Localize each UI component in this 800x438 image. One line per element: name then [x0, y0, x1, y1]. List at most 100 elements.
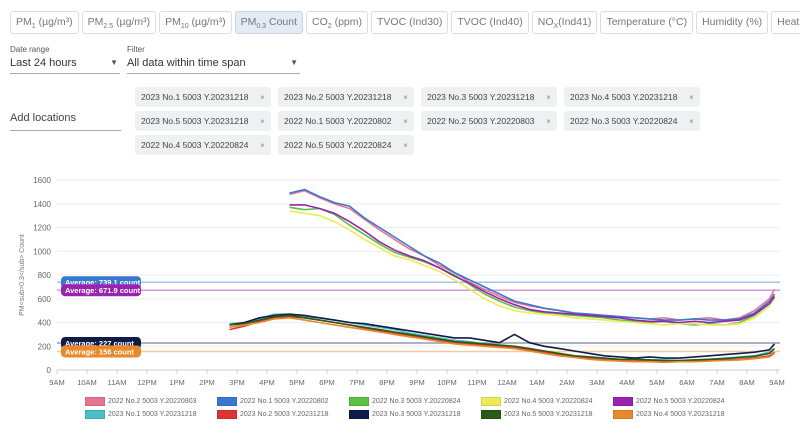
x-tick-label: 2PM — [199, 378, 214, 387]
location-chip: 2022 No.3 5003 Y.20220824 × — [564, 111, 700, 131]
legend-swatch — [349, 410, 369, 419]
y-axis-label: PM<sub>0.3</sub> Count — [19, 234, 26, 316]
location-chip: 2022 No.5 5003 Y.20220824 × — [278, 135, 414, 155]
legend-swatch — [217, 397, 237, 406]
series-line — [229, 317, 775, 364]
tab-label: PM — [165, 16, 181, 28]
location-chips: 2023 No.1 5003 Y.20231218 × 2023 No.2 5003… — [135, 87, 715, 155]
x-tick-label: 7AM — [709, 378, 724, 387]
legend-swatch — [349, 397, 369, 406]
close-icon[interactable]: × — [403, 116, 408, 126]
close-icon[interactable]: × — [260, 116, 265, 126]
location-chip: 2023 No.3 5003 Y.20231218 × — [421, 87, 557, 107]
legend-item[interactable]: 2023 No.3 5003 Y.20231218 — [349, 410, 479, 419]
legend-label: 2023 No.2 5003 Y.20231218 — [240, 411, 329, 418]
tab-0[interactable]: PM1 (µg/m³) — [10, 11, 79, 34]
tab-8[interactable]: Temperature (°C) — [600, 11, 694, 34]
tab-2[interactable]: PM10 (µg/m³) — [159, 11, 232, 34]
series-line — [289, 210, 776, 326]
filter-value: All data within time span — [127, 57, 246, 69]
chart-legend: 2022 No.2 5003 Y.20220803 2022 No.1 5003 … — [85, 397, 743, 419]
average-label: Average: 671.9 count — [65, 286, 141, 295]
y-tick-label: 800 — [38, 271, 52, 280]
x-tick-label: 6AM — [679, 378, 694, 387]
tab-label: Humidity (%) — [702, 16, 763, 28]
chip-label: 2023 No.5 5003 Y.20231218 — [141, 116, 249, 126]
legend-label: 2022 No.3 5003 Y.20220824 — [372, 398, 461, 405]
tab-label: PM — [16, 16, 32, 28]
line-chart: 0 200 400 600 800 1000 1200 1400 1600 9AM 10AM 11AM… — [19, 176, 785, 387]
legend-item[interactable]: 2022 No.5 5003 Y.20220824 — [613, 397, 743, 406]
x-tick-label: 3AM — [589, 378, 604, 387]
chip-label: 2022 No.3 5003 Y.20220824 — [570, 116, 678, 126]
legend-swatch — [613, 410, 633, 419]
legend-item[interactable]: 2023 No.4 5003 Y.20231218 — [613, 410, 743, 419]
x-tick-label: 12PM — [137, 378, 157, 387]
y-tick-label: 0 — [47, 366, 52, 375]
legend-label: 2022 No.2 5003 Y.20220803 — [108, 398, 197, 405]
tab-6[interactable]: TVOC (Ind40) — [451, 11, 529, 34]
tab-label: CO — [312, 16, 328, 28]
close-icon[interactable]: × — [546, 92, 551, 102]
tab-10[interactable]: Heat (°C) — [771, 11, 800, 34]
location-chip: 2023 No.4 5003 Y.20231218 × — [564, 87, 700, 107]
location-chip: 2022 No.2 5003 Y.20220803 × — [421, 111, 557, 131]
legend-label: 2022 No.4 5003 Y.20220824 — [504, 398, 593, 405]
tab-label: TVOC (Ind40) — [457, 16, 523, 28]
x-tick-label: 8PM — [379, 378, 394, 387]
legend-item[interactable]: 2023 No.1 5003 Y.20231218 — [85, 410, 215, 419]
x-tick-label: 10AM — [77, 378, 97, 387]
chip-label: 2023 No.1 5003 Y.20231218 — [141, 92, 249, 102]
tab-label: Temperature (°C) — [606, 16, 688, 28]
tab-1[interactable]: PM2.5 (µg/m³) — [81, 11, 157, 34]
x-tick-label: 3PM — [229, 378, 244, 387]
tab-label: TVOC (Ind30) — [377, 16, 443, 28]
x-tick-label: 2AM — [559, 378, 574, 387]
legend-item[interactable]: 2023 No.2 5003 Y.20231218 — [217, 410, 347, 419]
tab-unit: (ppm) — [331, 16, 363, 28]
tab-5[interactable]: TVOC (Ind30) — [371, 11, 449, 34]
close-icon[interactable]: × — [546, 116, 551, 126]
series-line — [289, 206, 776, 326]
close-icon[interactable]: × — [689, 92, 694, 102]
legend-swatch — [481, 397, 501, 406]
chip-label: 2022 No.1 5003 Y.20220802 — [284, 116, 392, 126]
legend-label: 2023 No.3 5003 Y.20231218 — [372, 411, 461, 418]
add-locations-input[interactable]: Add locations — [10, 112, 121, 131]
location-chip: 2022 No.4 5003 Y.20220824 × — [135, 135, 271, 155]
tab-4[interactable]: CO2 (ppm) — [306, 11, 369, 34]
close-icon[interactable]: × — [689, 116, 694, 126]
tab-unit: (µg/m³) — [188, 16, 226, 28]
legend-swatch — [85, 397, 105, 406]
legend-swatch — [217, 410, 237, 419]
location-chip: 2022 No.1 5003 Y.20220802 × — [278, 111, 414, 131]
close-icon[interactable]: × — [403, 140, 408, 150]
tab-7[interactable]: NOX(Ind41) — [531, 11, 598, 34]
chip-label: 2022 No.5 5003 Y.20220824 — [284, 140, 392, 150]
tab-label: Heat (°C) — [777, 16, 800, 28]
y-tick-label: 1000 — [33, 247, 51, 256]
tab-3[interactable]: PM0.3 Count — [234, 11, 304, 34]
tab-label: PM — [240, 16, 257, 28]
x-tick-label: 7PM — [349, 378, 364, 387]
close-icon[interactable]: × — [260, 140, 265, 150]
legend-swatch — [481, 410, 501, 419]
legend-item[interactable]: 2022 No.3 5003 Y.20220824 — [349, 397, 479, 406]
tab-subscript: 2 — [327, 23, 332, 31]
legend-item[interactable]: 2023 No.5 5003 Y.20231218 — [481, 410, 611, 419]
legend-item[interactable]: 2022 No.2 5003 Y.20220803 — [85, 397, 215, 406]
filter-select[interactable]: All data within time span ▼ — [127, 54, 300, 74]
average-label: Average: 156 count — [65, 347, 134, 356]
date-range-select[interactable]: Last 24 hours ▼ — [10, 54, 120, 74]
close-icon[interactable]: × — [403, 92, 408, 102]
close-icon[interactable]: × — [260, 92, 265, 102]
tab-label: NO — [537, 16, 554, 28]
tab-9[interactable]: Humidity (%) — [696, 11, 769, 34]
legend-swatch — [85, 410, 105, 419]
legend-item[interactable]: 2022 No.4 5003 Y.20220824 — [481, 397, 611, 406]
x-tick-label: 1AM — [529, 378, 544, 387]
tab-label: PM — [87, 16, 104, 28]
series-line — [289, 188, 776, 321]
legend-item[interactable]: 2022 No.1 5003 Y.20220802 — [217, 397, 347, 406]
average-badge — [61, 284, 141, 297]
